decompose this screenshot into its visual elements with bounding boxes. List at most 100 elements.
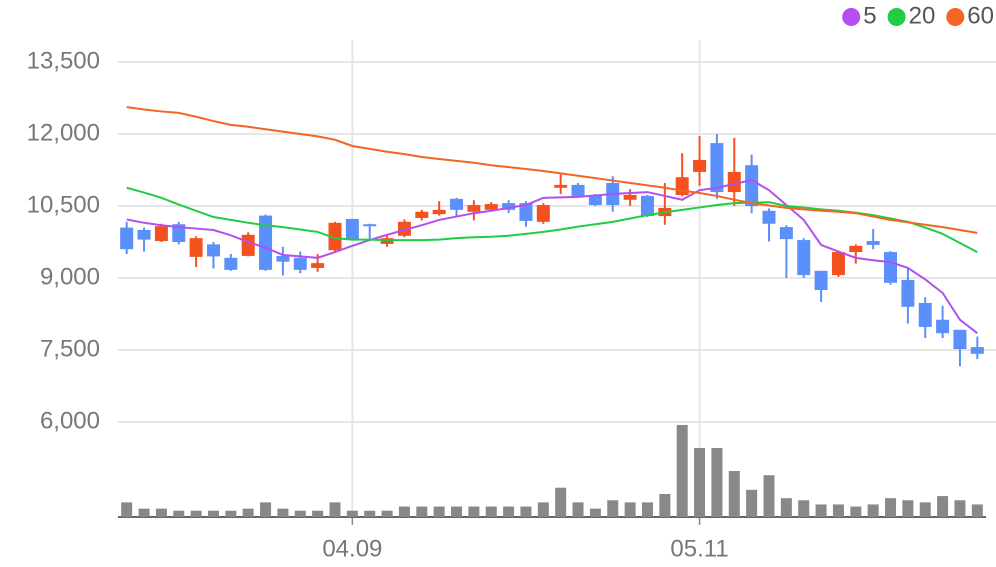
candle-body: [397, 221, 411, 236]
candle-body: [918, 302, 932, 327]
volume-bar: [520, 506, 532, 517]
candle-body: [849, 245, 863, 253]
y-tick-label: 6,000: [40, 407, 100, 434]
volume-bar: [885, 498, 897, 517]
volume-bar: [919, 502, 931, 517]
legend-dot: [946, 8, 965, 26]
candle-body: [588, 194, 602, 206]
candle-body: [206, 244, 220, 257]
volume-bar: [294, 510, 306, 517]
volume-bar: [398, 506, 410, 517]
ma-line: [126, 179, 978, 334]
candle-body: [571, 184, 585, 196]
volume-bar: [902, 500, 914, 517]
candle-body: [640, 195, 654, 217]
volume-bar: [624, 502, 636, 517]
candle-body: [259, 215, 273, 270]
candle-body: [831, 252, 845, 276]
candle-body: [970, 347, 984, 354]
volume-bar: [937, 496, 949, 517]
ma-line: [126, 186, 978, 253]
volume-bar: [468, 506, 480, 517]
volume-bar: [815, 504, 827, 517]
y-tick-label: 9,000: [40, 263, 100, 290]
candle-body: [363, 224, 377, 227]
candle-body: [120, 227, 134, 250]
candle-body: [536, 205, 550, 222]
candle-body: [415, 211, 429, 218]
x-tick-label: 04.09: [322, 535, 382, 562]
candle-body: [224, 257, 238, 270]
volume-bar: [798, 500, 810, 517]
candle-body: [554, 184, 568, 188]
volume-bar: [832, 504, 844, 517]
candle-body: [467, 205, 481, 212]
volume-bar: [381, 510, 393, 517]
candle-body: [623, 194, 637, 200]
legend-label: 60: [967, 2, 994, 29]
candle-body: [936, 319, 950, 334]
candle-body: [154, 226, 168, 242]
volume-bar: [433, 506, 445, 517]
volume-bar: [155, 508, 167, 517]
volume-bar: [277, 508, 289, 517]
candle-body: [953, 329, 967, 350]
candle-body: [745, 165, 759, 206]
legend-label: 20: [909, 2, 936, 29]
candle-body: [241, 234, 255, 256]
volume-bar: [572, 502, 584, 517]
legend: 60 20 5: [842, 2, 994, 29]
candle-body: [137, 230, 151, 240]
volume-bar: [121, 502, 133, 517]
candle-body: [866, 241, 880, 245]
candle-body: [276, 255, 290, 262]
volume-bar: [954, 500, 966, 517]
candle-body: [432, 209, 446, 215]
volume-bar: [242, 508, 254, 517]
volume-bar: [659, 494, 671, 517]
legend-dot: [887, 8, 906, 26]
candle-body: [884, 252, 898, 283]
candle-body: [189, 238, 203, 257]
legend-dot: [842, 8, 861, 26]
volume-bar: [329, 502, 341, 517]
y-tick-label: 12,000: [27, 119, 100, 146]
volume-bar: [607, 500, 619, 517]
candle-body: [797, 240, 811, 276]
volume-bar: [260, 502, 272, 517]
volume-bar: [728, 471, 740, 517]
candle-body: [484, 204, 498, 210]
candle-body: [311, 263, 325, 268]
volume-bar: [190, 510, 202, 517]
candle-body: [710, 143, 724, 193]
volume-bar: [641, 502, 653, 517]
candle-body: [519, 203, 533, 221]
candle-body: [172, 224, 186, 242]
candle-body: [345, 218, 359, 241]
candle-body: [779, 227, 793, 240]
candle-body: [693, 159, 707, 172]
volume-bar: [694, 448, 706, 517]
volume-bar: [867, 504, 879, 517]
volume-bar: [589, 508, 601, 517]
volume-bar: [364, 510, 376, 517]
volume-bar: [711, 448, 723, 517]
volume-bar: [763, 475, 775, 517]
candle-body: [727, 171, 741, 193]
candle-body: [502, 203, 516, 210]
legend-label: 5: [863, 2, 876, 29]
volume-bar: [485, 506, 497, 517]
ma-line: [126, 106, 978, 234]
candle-body: [675, 177, 689, 195]
y-tick-label: 10,500: [27, 191, 100, 218]
volume-bar: [451, 506, 463, 517]
volume-bar: [850, 506, 862, 517]
volume-bar: [138, 508, 150, 517]
volume-bar: [676, 425, 688, 517]
volume-bar: [537, 502, 549, 517]
candle-body: [762, 210, 776, 224]
x-tick-label: 05.11: [670, 535, 728, 562]
y-tick-label: 7,500: [40, 335, 100, 362]
